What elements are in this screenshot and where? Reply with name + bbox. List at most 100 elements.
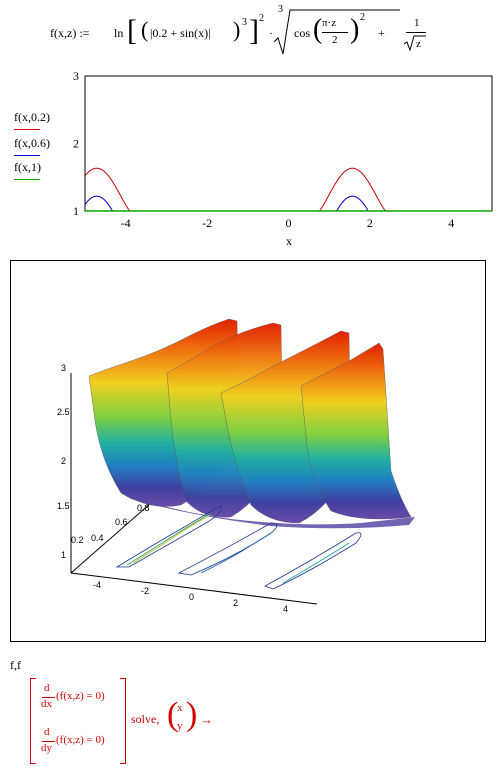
outer-exponent: 2 [259, 13, 264, 24]
solve-expression[interactable]: d dx (f(x,z) = 0) d dy (f(x,z) = 0) solv… [30, 676, 230, 768]
symbolic-arrow: → [200, 712, 213, 727]
contours [115, 505, 362, 590]
plot-2d-frame [84, 75, 493, 212]
x3d-tick-label-5: 4 [283, 604, 288, 614]
vector-paren-right: ) [186, 696, 198, 733]
cos-paren-right: ) [350, 14, 360, 45]
x3d-tick-label-1: -4 [93, 580, 101, 590]
x-tick-label-4: 2 [367, 216, 373, 230]
expression-row-2: (f(x,z) = 0) [56, 734, 105, 746]
matrix-bracket-left [30, 678, 36, 764]
solve-var-y: y [177, 720, 183, 732]
root-index: 3 [278, 4, 283, 15]
derivative-d-2: d [44, 726, 50, 738]
paren-right: ) [233, 17, 241, 42]
x3d-tick-label-4: 2 [233, 598, 238, 608]
contour-7 [282, 542, 350, 584]
sqrt-z: z [416, 38, 421, 50]
derivative-bar-1 [42, 697, 55, 698]
z-tick-label-2: 1.5 [57, 501, 70, 511]
legend-swatch-3 [14, 179, 40, 180]
z-tick-label-5: 3 [61, 363, 66, 373]
z-ticks: 1 1.5 2 2.5 3 [57, 363, 70, 560]
derivative-bar-2 [42, 741, 55, 742]
ln-label: ln [114, 26, 124, 40]
y-tick-label-2: 2 [73, 137, 79, 151]
x-tick-label-3: 0 [286, 216, 292, 230]
solve-keyword: solve, [131, 712, 160, 726]
z-tick-label-4: 2.5 [57, 407, 70, 417]
z-tick-label-3: 2 [61, 456, 66, 466]
z-tick-label-1: 1 [61, 550, 66, 560]
inner-abs-expression: |0.2 + sin(x)| [150, 26, 211, 40]
derivative-d-1: d [44, 682, 50, 694]
contour-2 [126, 512, 212, 566]
legend-swatch-1 [14, 129, 40, 130]
derivative-dy: dy [41, 742, 52, 754]
y-tick-label-1: 1 [73, 204, 79, 218]
x-tick-label-5: 4 [448, 216, 454, 230]
x-tick-label-2: -2 [202, 216, 212, 230]
plot-3d: 1 1.5 2 2.5 3 0.2 0.4 0.6 0.8 -4 -2 0 2 4 [57, 318, 415, 614]
contour-1 [115, 505, 222, 568]
y3d-tick-label-4: 0.8 [137, 503, 150, 513]
x-tick-label-1: -4 [121, 216, 131, 230]
contour-4 [177, 522, 278, 576]
paren-left: ( [141, 17, 149, 42]
x3d-tick-label-3: 0 [189, 592, 194, 602]
contour-3 [132, 516, 208, 564]
inner-exponent: 3 [242, 17, 247, 28]
legend-label-3: f(x,1) [14, 160, 41, 174]
legend-item-3: f(x,1) [14, 158, 41, 180]
plot-2d-curves [84, 167, 492, 212]
cos-label: cos [294, 26, 310, 40]
matrix-bracket-right [120, 678, 126, 764]
y3d-tick-label-2: 0.4 [91, 533, 104, 543]
series-line-1 [84, 167, 492, 212]
contour-5 [200, 528, 276, 574]
solve-var-x: x [177, 702, 183, 714]
vector-paren-left: ( [167, 696, 179, 733]
expression-row-1: (f(x,z) = 0) [56, 690, 105, 702]
one-frac-bar [406, 32, 426, 33]
legend-item-1: f(x,0.2) [14, 108, 50, 130]
cube-root-sign [274, 9, 400, 55]
surface [88, 318, 415, 529]
plus-sign: + [378, 26, 385, 40]
x-ticks: -4 -2 0 2 4 [93, 580, 288, 614]
one-numerator: 1 [414, 17, 420, 29]
cos-exponent: 2 [360, 12, 365, 23]
bracket-right: ] [249, 14, 259, 47]
surface-floor [121, 493, 415, 529]
y-tick-label-3: 3 [73, 69, 79, 83]
frac-numerator: π·z [322, 17, 337, 29]
y3d-tick-label-1: 0.2 [71, 535, 84, 545]
surface-sheet-4 [300, 342, 412, 520]
x3d-tick-label-2: -2 [141, 586, 149, 596]
y3d-tick-label-3: 0.6 [115, 517, 128, 527]
plot-3d-panel[interactable]: 1 1.5 2 2.5 3 0.2 0.4 0.6 0.8 -4 -2 0 2 4 [10, 260, 486, 642]
y-axis-line [70, 502, 152, 574]
contour-6 [264, 532, 362, 590]
sqrt-sign [404, 35, 426, 52]
legend-label-1: f(x,0.2) [14, 110, 50, 124]
y-ticks: 0.2 0.4 0.6 0.8 [71, 503, 150, 545]
cos-paren-left: ( [313, 14, 323, 45]
solve-label: f,f [10, 658, 21, 672]
legend-2d: f(x,0.2) f(x,0.6) f(x,1) [14, 108, 74, 188]
function-lhs: f(x,z) := [50, 26, 90, 40]
legend-swatch-2 [14, 155, 40, 156]
legend-label-2: f(x,0.6) [14, 136, 50, 150]
frac-denominator: 2 [332, 34, 338, 46]
plot-2d-xticks: -4 -2 0 2 4 [121, 216, 455, 230]
plot-2d[interactable]: 1 2 3 -4 -2 0 2 4 x [60, 64, 498, 254]
x-axis-line [70, 572, 318, 605]
plot-2d-yticks: 1 2 3 [73, 69, 79, 218]
plot-2d-xlabel: x [286, 234, 292, 248]
bracket-left: [ [127, 14, 137, 47]
derivative-dx: dx [41, 698, 52, 710]
series-line-2 [84, 195, 492, 212]
frac-bar [322, 32, 348, 33]
legend-item-2: f(x,0.6) [14, 134, 50, 156]
function-definition[interactable]: f(x,z) := ln [ ( |0.2 + sin(x)| ) 3 ] 2 … [50, 4, 426, 64]
